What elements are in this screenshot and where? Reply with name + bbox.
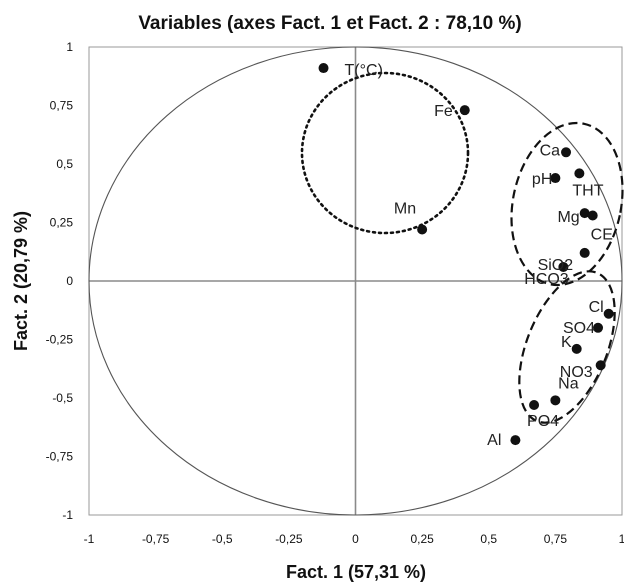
group-ellipse-dotted: [300, 71, 470, 235]
group-ellipse-dashed: [510, 121, 624, 287]
correlation-circle: [88, 46, 623, 516]
y-tick-label: -0,5: [52, 391, 73, 405]
tick-labels: -1 -0,75 -0,5 -0,25 0 0,25 0,5 0,75 1 1 0,75 0,5 0,2…: [46, 40, 624, 546]
y-tick-label: 0: [66, 274, 73, 288]
x-tick-label: -0,5: [212, 532, 233, 546]
point-label: Fe: [434, 103, 453, 120]
point-label: Mg: [557, 209, 579, 226]
data-point: [571, 343, 582, 354]
x-tick-label: 0,75: [544, 532, 568, 546]
point-label: PO4: [527, 413, 559, 430]
data-point: [550, 173, 561, 184]
point-label: Na: [558, 375, 579, 392]
y-axis-title: Fact. 2 (20,79 %): [11, 211, 31, 351]
point-label: HCO3: [524, 271, 569, 288]
data-point: [529, 400, 540, 411]
y-tick-label: 0,25: [50, 216, 74, 230]
point-label: K: [561, 334, 572, 351]
x-tick-label: -1: [84, 532, 95, 546]
axes: [88, 46, 623, 516]
data-point: [587, 210, 598, 221]
data-point: [510, 435, 521, 446]
data-point: [561, 147, 572, 158]
data-point: [603, 308, 614, 319]
data-point: [579, 208, 590, 219]
data-point: [459, 105, 470, 116]
data-point: [558, 261, 569, 272]
y-tick-label: 0,75: [50, 99, 74, 113]
data-point: [595, 360, 606, 371]
point-label: CE: [591, 226, 613, 243]
x-tick-label: 0,25: [410, 532, 434, 546]
point-label: Al: [487, 432, 501, 449]
data-point: [579, 247, 590, 258]
point-label: SO4: [563, 320, 595, 337]
data-point: [550, 395, 561, 406]
chart-title: Variables (axes Fact. 1 et Fact. 2 : 78,…: [138, 13, 521, 34]
point-label: Ca: [540, 142, 561, 159]
y-tick-label: -0,75: [46, 450, 74, 464]
data-point: [318, 63, 329, 74]
x-tick-label: -0,75: [142, 532, 170, 546]
point-label: Cl: [589, 299, 604, 316]
data-point: [417, 224, 428, 235]
point-label: THT: [572, 182, 603, 199]
y-tick-label: 0,5: [56, 157, 73, 171]
x-tick-label: 0,5: [480, 532, 497, 546]
data-point: [574, 168, 585, 179]
x-axis-title: Fact. 1 (57,31 %): [286, 562, 426, 582]
x-tick-label: -0,25: [275, 532, 303, 546]
data-point: [593, 322, 604, 333]
point-label: SiO2: [538, 257, 574, 274]
y-tick-label: 1: [66, 40, 73, 54]
point-label: NO3: [560, 364, 593, 381]
x-tick-label: 0: [352, 532, 359, 546]
point-label: T(°C): [345, 62, 383, 79]
point-label: Mn: [394, 201, 416, 218]
y-tick-label: -0,25: [46, 333, 74, 347]
point-label: pH: [532, 171, 552, 188]
y-tick-label: -1: [62, 508, 73, 522]
x-tick-label: 1: [619, 532, 624, 546]
